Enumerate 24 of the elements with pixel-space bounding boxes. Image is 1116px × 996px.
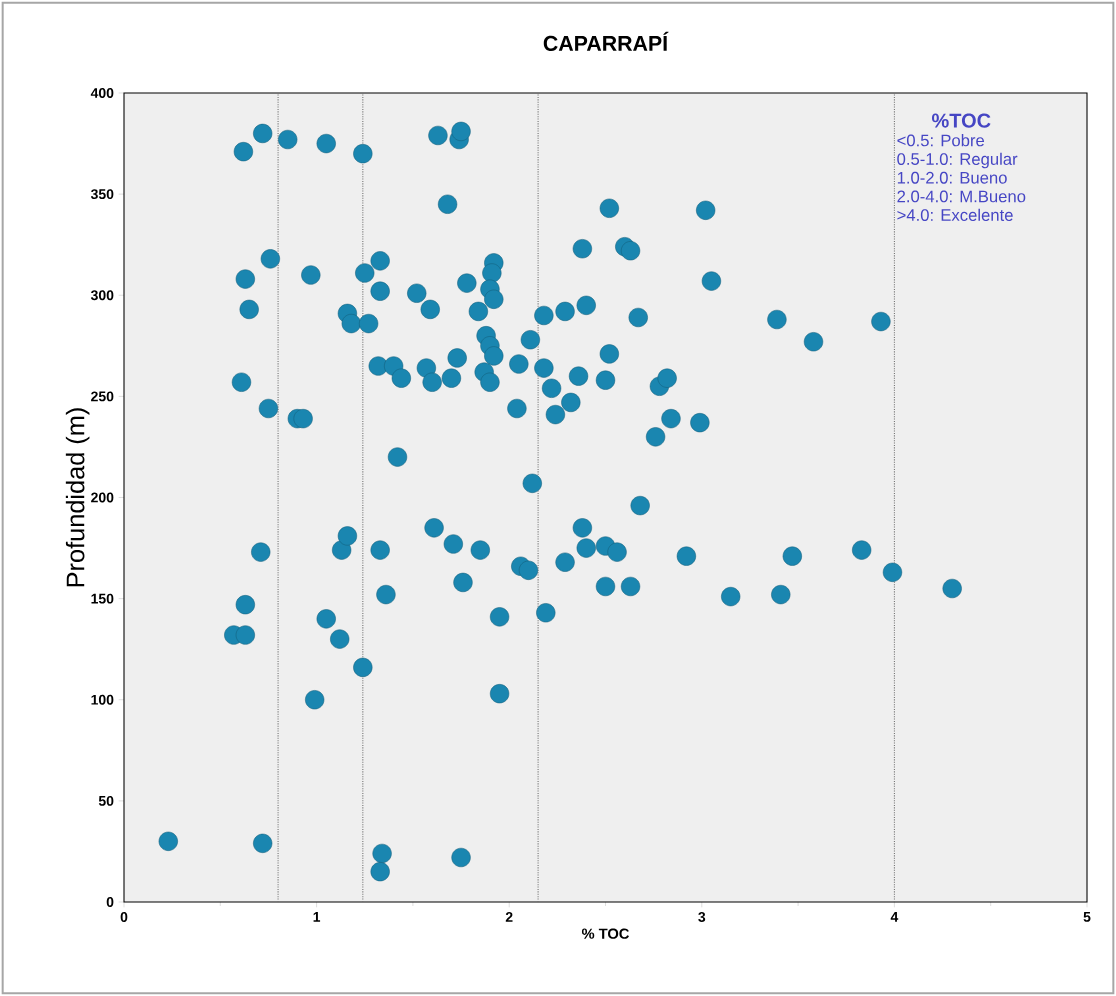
annotation: 2.0-4.0: M.Bueno xyxy=(897,190,1026,203)
annotation: %TOC xyxy=(931,113,991,128)
annotation: 0.5-1.0: Regular xyxy=(897,152,1018,169)
x-tick-label: 3 xyxy=(698,912,706,922)
y-tick-label: 150 xyxy=(91,593,114,604)
y-tick-label: 400 xyxy=(90,88,114,98)
annotation: 1.0-2.0: Bueno xyxy=(897,171,1007,184)
chart-title: CAPARRAPÍ xyxy=(543,31,669,51)
y-tick-label: 100 xyxy=(91,694,114,705)
x-axis-title: % TOC xyxy=(581,928,630,939)
annotation: <0.5: Pobre xyxy=(897,134,985,147)
x-tick-label: 2 xyxy=(505,912,513,922)
x-tick-label: 5 xyxy=(1083,912,1091,922)
x-tick-label: 1 xyxy=(313,912,321,922)
y-tick-label: 250 xyxy=(91,391,114,402)
annotation: >4.0: Excelente xyxy=(897,208,1013,221)
y-tick-label: 0 xyxy=(106,897,114,907)
x-tick-label: 4 xyxy=(890,912,899,922)
y-tick-label: 300 xyxy=(90,290,114,301)
y-tick-label: 200 xyxy=(91,492,114,503)
y-axis-title: Profundidad (m) xyxy=(65,408,90,587)
x-tick-label: 0 xyxy=(120,912,128,922)
y-tick-label: 350 xyxy=(90,189,114,200)
y-tick-label: 50 xyxy=(98,795,114,806)
